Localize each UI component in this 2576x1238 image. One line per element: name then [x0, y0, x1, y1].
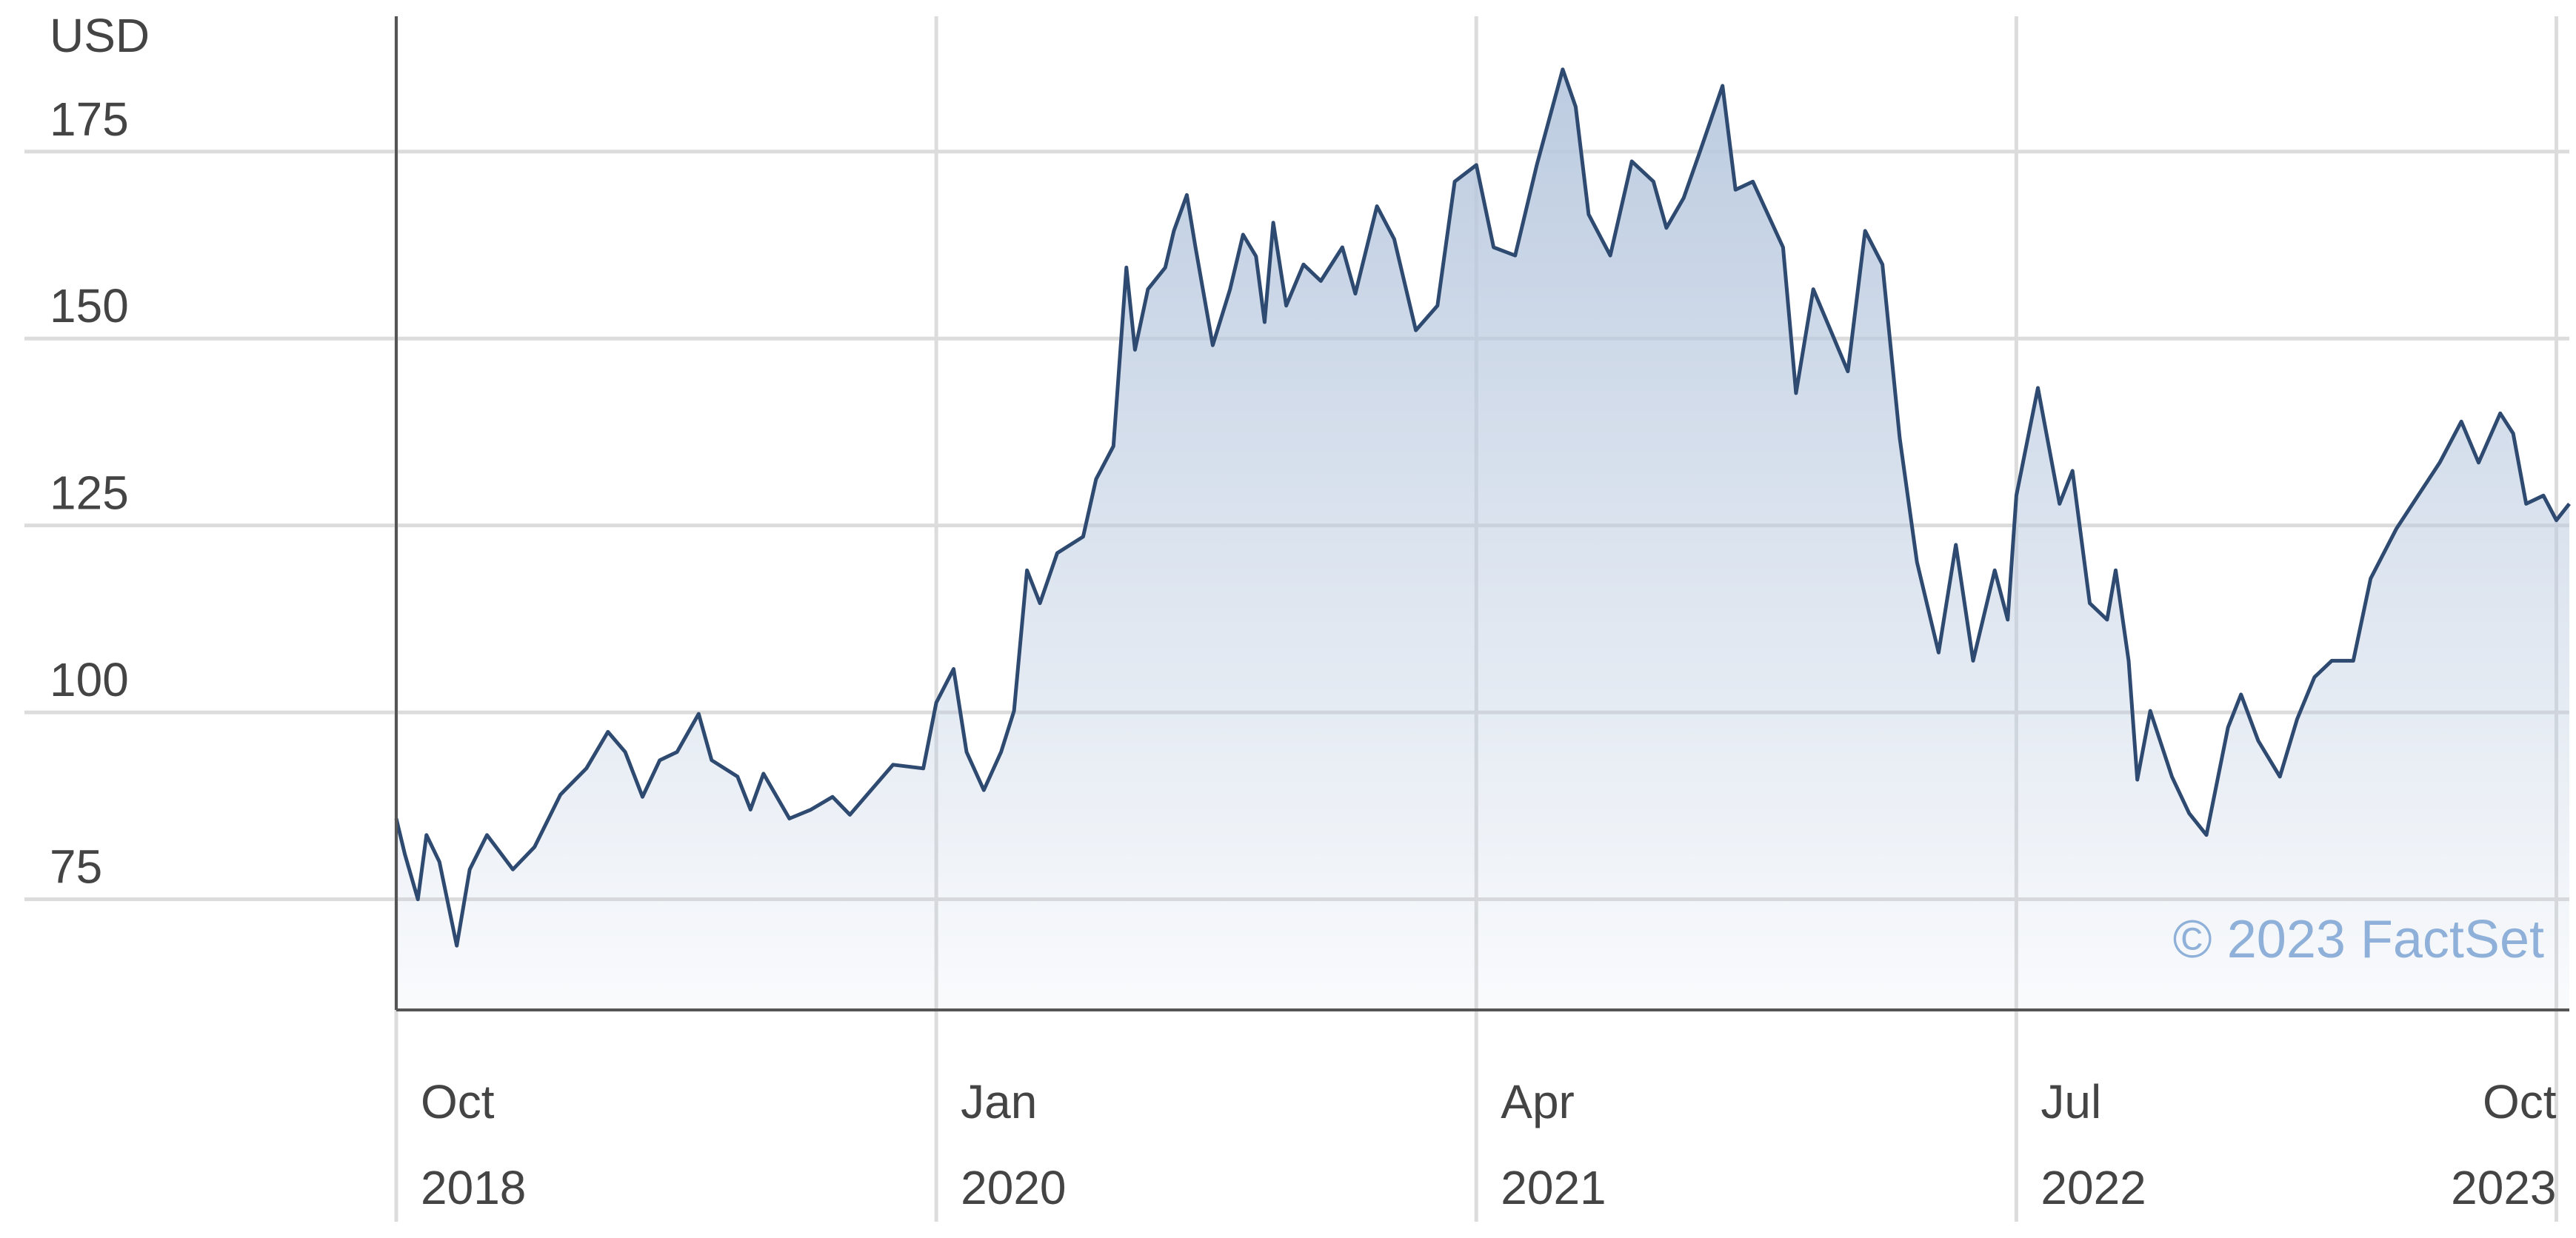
x-tick-label: Jan 2020 — [961, 1075, 1067, 1214]
x-tick-label: Jul 2022 — [2041, 1075, 2146, 1214]
y-tick-label: 125 — [50, 466, 129, 520]
area — [396, 69, 2569, 1011]
y-tick-label: 150 — [50, 279, 129, 332]
y-axis-label: USD — [50, 9, 150, 62]
x-tick-label: Oct 2023 — [2451, 1075, 2557, 1214]
x-tick-label: Oct 2018 — [421, 1075, 527, 1214]
x-tick-label: Apr 2021 — [1501, 1075, 1606, 1214]
y-tick-label: 100 — [50, 653, 129, 706]
price-line — [394, 67, 2571, 948]
watermark: © 2023 FactSet — [2173, 910, 2544, 969]
y-tick-label: 75 — [50, 840, 102, 894]
y-tick-label: 175 — [50, 93, 129, 146]
